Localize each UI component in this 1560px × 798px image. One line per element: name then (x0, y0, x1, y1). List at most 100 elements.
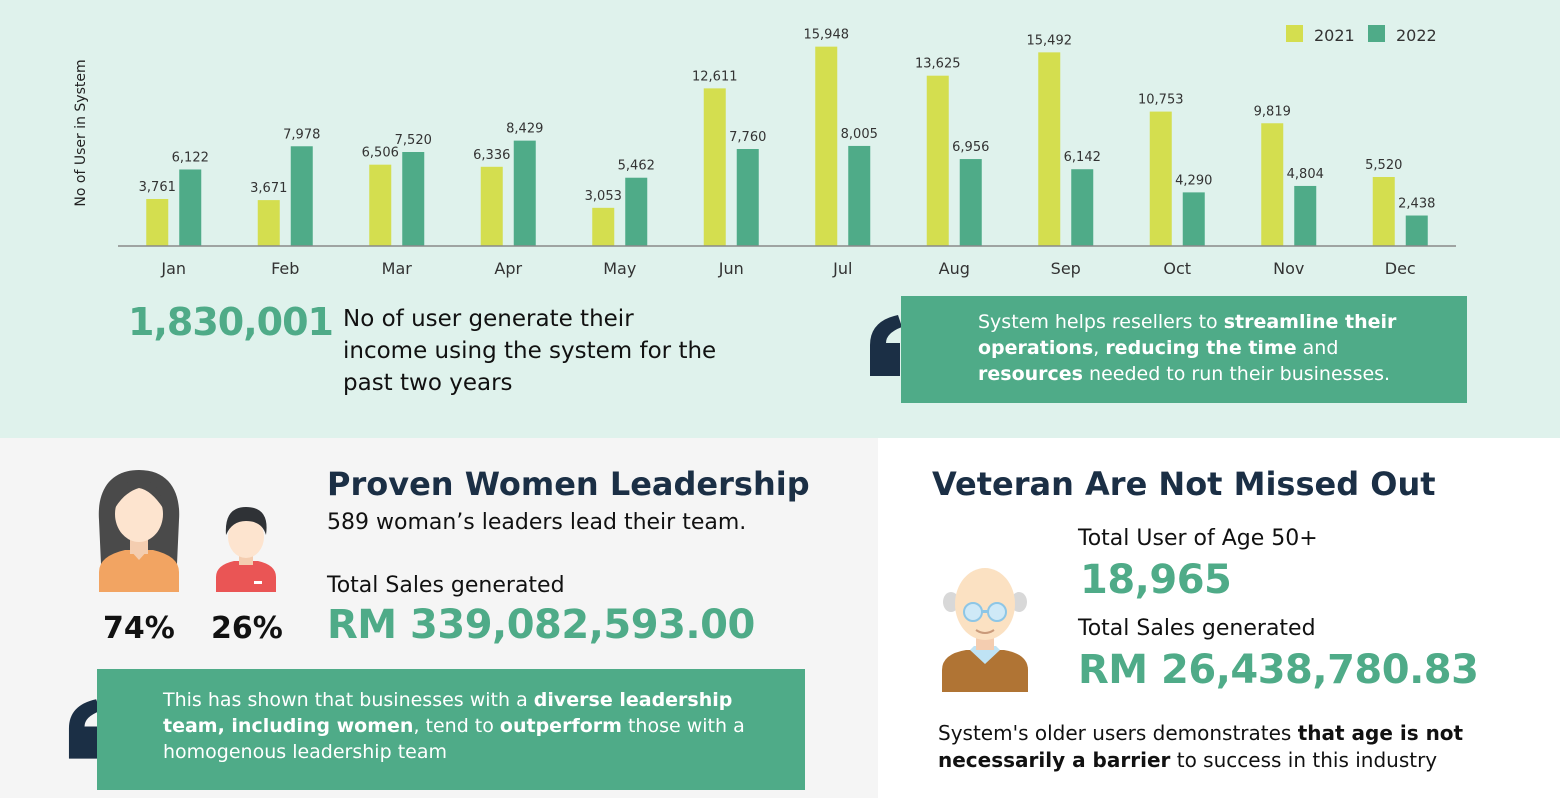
quote-emphasis: streamline their operations (978, 311, 1397, 359)
x-tick-label: Sep (1051, 259, 1081, 278)
legend-label: 2022 (1396, 26, 1437, 45)
bar-2022-may (625, 177, 648, 246)
total-users-value: 1,830,001 (128, 300, 334, 344)
quote-emphasis: reducing the time (1105, 337, 1297, 359)
x-tick-label: Apr (494, 259, 522, 278)
bar-2022-mar (402, 152, 425, 246)
bar-2021-oct (1149, 111, 1172, 247)
bar-2022-jan (179, 169, 202, 246)
data-label: 4,290 (1175, 173, 1212, 188)
x-tick-label: Mar (382, 259, 413, 278)
quote-text: needed to run their businesses. (1082, 363, 1391, 385)
legend-swatch (1286, 25, 1303, 42)
veteran-users-label: Total User of Age 50+ (1078, 526, 1318, 551)
data-label: 7,760 (729, 130, 766, 145)
diversity-quote: This has shown that businesses with a di… (97, 669, 805, 790)
data-label: 5,462 (618, 159, 655, 174)
bar-2021-mar (369, 164, 392, 246)
data-label: 15,492 (1027, 33, 1073, 48)
quote-emphasis: resources (978, 363, 1083, 385)
quote-text: and (1296, 337, 1339, 359)
note-emphasis: that age is not necessarily a barrier (938, 721, 1464, 772)
data-label: 7,978 (283, 127, 320, 142)
bar-2022-apr (513, 140, 536, 246)
bar-2022-jun (736, 149, 759, 246)
bar-2022-feb (290, 146, 313, 246)
data-label: 6,142 (1064, 150, 1101, 165)
data-label: 2,438 (1398, 197, 1435, 212)
x-tick-label: Aug (939, 259, 970, 278)
bar-2021-feb (257, 200, 280, 246)
elderly-man-avatar-icon (942, 568, 1028, 692)
men-percentage: 26% (211, 611, 283, 646)
monthly-users-chart: No of User in System 3,761 6,122 Jan 3,671 7,… (73, 25, 1456, 278)
bar-2021-jan (146, 198, 169, 246)
x-tick-label: Jun (718, 259, 744, 278)
legend-swatch (1368, 25, 1385, 42)
data-label: 5,520 (1365, 158, 1402, 173)
bar-2021-sep (1038, 52, 1061, 246)
data-label: 4,804 (1287, 167, 1324, 182)
quote-text: , tend to (413, 715, 500, 737)
quote-emphasis: diverse leadership team, including women (163, 689, 733, 737)
data-label: 7,520 (395, 133, 432, 148)
women-leadership-title: Proven Women Leadership (327, 465, 810, 503)
data-label: 12,611 (692, 69, 738, 84)
data-label: 15,948 (804, 28, 850, 43)
data-label: 6,336 (473, 148, 510, 163)
data-label: 3,671 (250, 181, 287, 196)
quote-emphasis: outperform (499, 715, 622, 737)
bar-2021-may (592, 207, 615, 246)
bar-2021-jun (703, 88, 726, 246)
quote-text: This has shown that businesses with a (163, 689, 534, 711)
women-leaders-count: 589 woman’s leaders lead their team. (327, 510, 747, 535)
x-tick-label: Jan (160, 259, 186, 278)
quote-text: System helps resellers to (978, 311, 1224, 333)
women-sales-label: Total Sales generated (327, 573, 565, 598)
bar-2022-aug (959, 159, 982, 246)
quote-text: those with a homogenous leadership team (163, 715, 745, 763)
veteran-users-value: 18,965 (1080, 557, 1232, 603)
data-label: 6,122 (172, 150, 209, 165)
data-label: 3,761 (139, 180, 176, 195)
women-sales-value: RM 339,082,593.00 (327, 602, 755, 648)
bar-2021-jul (815, 46, 838, 247)
bar-2021-apr (480, 166, 503, 246)
note-text: System's older users demonstrates (938, 721, 1298, 745)
note-text: to success in this industry (1170, 748, 1438, 772)
veteran-note: System's older users demonstrates that a… (938, 720, 1528, 774)
data-label: 9,819 (1254, 104, 1291, 119)
data-label: 8,429 (506, 122, 543, 137)
veteran-sales-value: RM 26,438,780.83 (1078, 647, 1479, 693)
man-avatar-icon (216, 507, 276, 592)
bar-2022-jul (848, 145, 871, 246)
bar-2021-dec (1372, 177, 1395, 246)
y-axis-label: No of User in System (73, 59, 89, 206)
x-tick-label: May (603, 259, 636, 278)
data-label: 10,753 (1138, 93, 1184, 108)
data-label: 13,625 (915, 57, 961, 72)
data-label: 6,956 (952, 140, 989, 155)
bar-2022-oct (1182, 192, 1205, 246)
x-tick-label: Oct (1163, 259, 1191, 278)
x-tick-label: Dec (1385, 259, 1416, 278)
quote-text: , (1093, 337, 1106, 359)
women-percentage: 74% (103, 611, 175, 646)
veteran-title: Veteran Are Not Missed Out (932, 465, 1436, 503)
bar-2021-aug (926, 75, 949, 246)
data-label: 8,005 (841, 127, 878, 142)
bar-2022-dec (1405, 215, 1428, 246)
veteran-sales-label: Total Sales generated (1078, 616, 1316, 641)
data-label: 3,053 (585, 189, 622, 204)
legend-label: 2021 (1314, 26, 1355, 45)
x-tick-label: Jul (832, 259, 852, 278)
reseller-quote: System helps resellers to streamline the… (901, 296, 1467, 403)
data-label: 6,506 (362, 146, 399, 161)
x-tick-label: Nov (1273, 259, 1304, 278)
x-tick-label: Feb (271, 259, 299, 278)
bar-2022-sep (1071, 169, 1094, 246)
bar-2021-nov (1261, 123, 1284, 246)
woman-avatar-icon (98, 470, 180, 592)
total-users-description: No of user generate their income using t… (343, 306, 717, 396)
bar-2022-nov (1294, 185, 1317, 246)
